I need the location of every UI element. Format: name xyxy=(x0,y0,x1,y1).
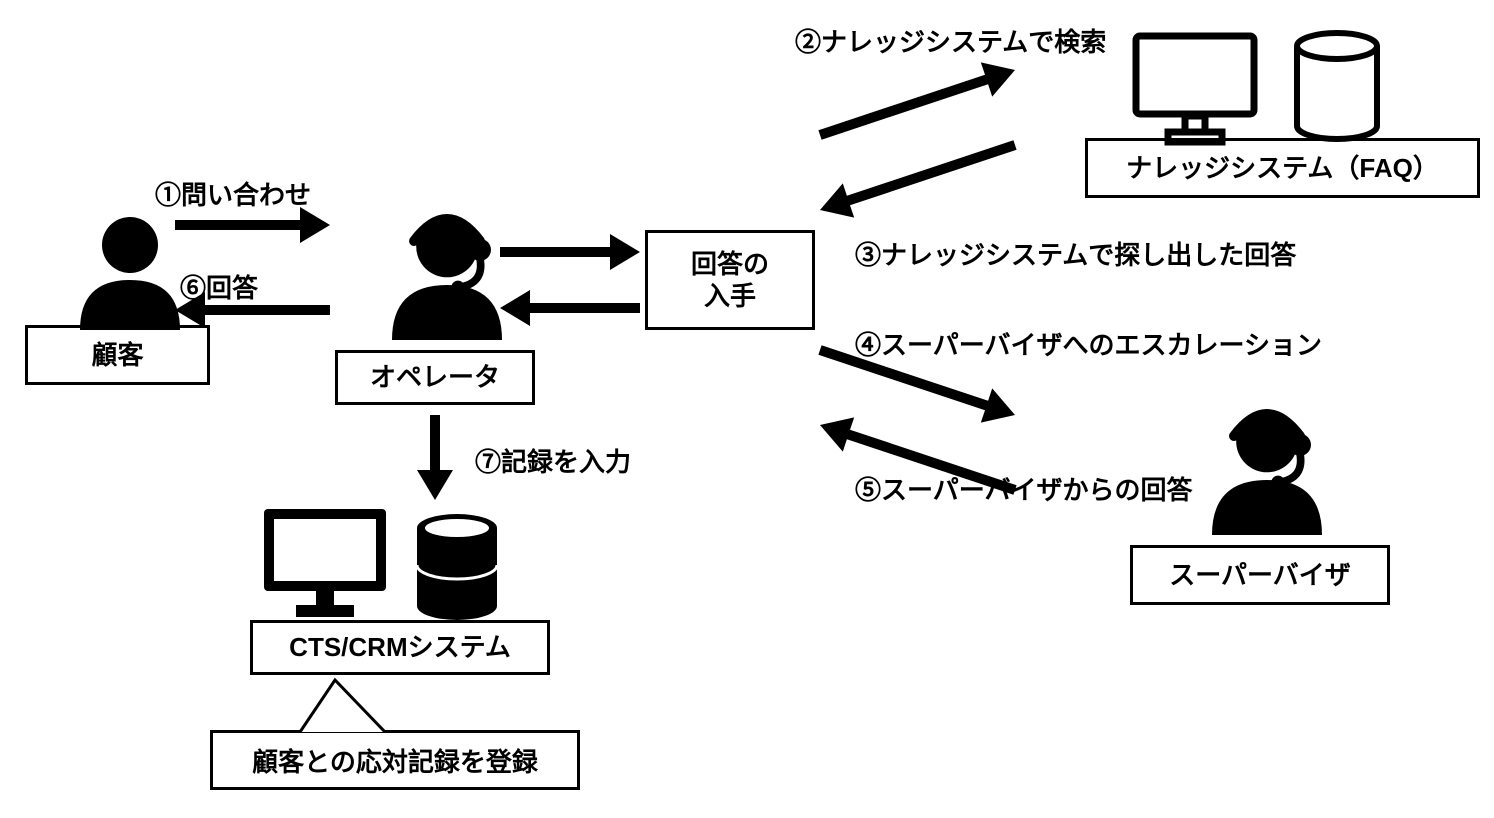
customer-person-icon xyxy=(60,200,200,340)
operator-person-icon xyxy=(370,197,524,351)
supervisor-person-icon xyxy=(1190,392,1344,546)
diagram-root: 顧客オペレータ回答の 入手ナレッジシステム（FAQ）スーパーバイザCTS/CRM… xyxy=(0,0,1494,818)
arrow-a7 xyxy=(417,415,453,500)
cts-monitor-icon xyxy=(260,505,400,625)
knowledge-monitor-icon xyxy=(1130,30,1270,150)
knowledge-database-icon xyxy=(1290,30,1385,145)
cts-database-icon xyxy=(410,510,505,625)
